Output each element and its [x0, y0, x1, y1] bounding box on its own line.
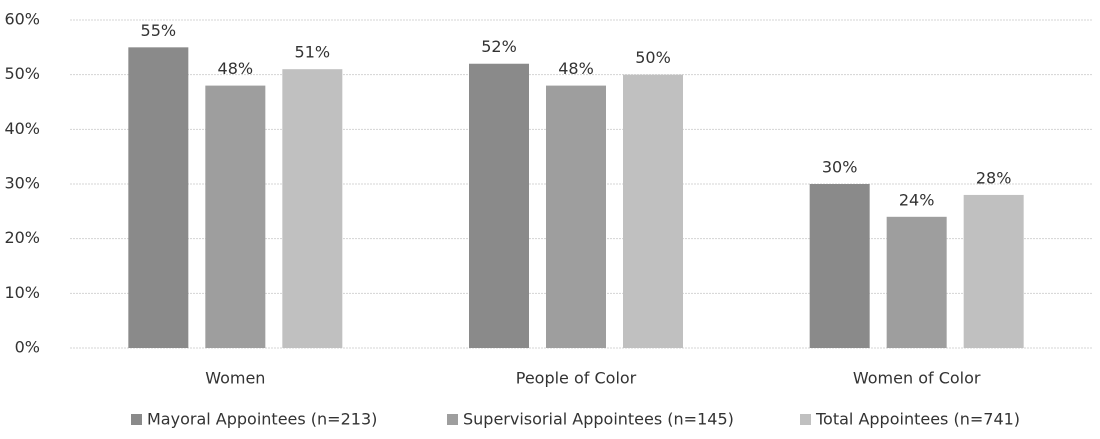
data-label: 24%	[899, 190, 935, 209]
bar	[886, 216, 947, 348]
y-tick-label: 40%	[4, 119, 40, 138]
data-label: 52%	[481, 37, 517, 56]
bar	[205, 85, 266, 348]
x-tick-label: Women	[205, 369, 265, 388]
data-label: 48%	[218, 59, 254, 78]
y-tick-label: 20%	[4, 228, 40, 247]
y-tick-label: 60%	[4, 10, 40, 29]
legend-swatch	[447, 414, 458, 425]
data-label: 48%	[558, 59, 594, 78]
legend-swatch	[800, 414, 811, 425]
bar	[623, 74, 683, 349]
bar	[128, 47, 189, 348]
bar	[282, 69, 343, 348]
legend-label: Mayoral Appointees (n=213)	[147, 410, 377, 429]
data-label: 51%	[295, 43, 331, 62]
x-tick-label: People of Color	[516, 369, 637, 388]
y-tick-label: 50%	[4, 64, 40, 83]
data-label: 55%	[141, 21, 177, 40]
y-tick-label: 10%	[4, 283, 40, 302]
legend-swatch	[131, 414, 142, 425]
bar	[469, 63, 529, 348]
x-tick-label: Women of Color	[853, 369, 981, 388]
data-label: 28%	[976, 168, 1012, 187]
data-label: 30%	[822, 158, 858, 177]
legend-label: Supervisorial Appointees (n=145)	[463, 410, 734, 429]
y-tick-label: 30%	[4, 174, 40, 193]
y-tick-label: 0%	[15, 338, 40, 357]
legend-label: Total Appointees (n=741)	[815, 410, 1020, 429]
data-label: 50%	[635, 48, 671, 67]
bar	[809, 184, 870, 348]
bar	[546, 85, 606, 348]
bar	[963, 194, 1024, 348]
